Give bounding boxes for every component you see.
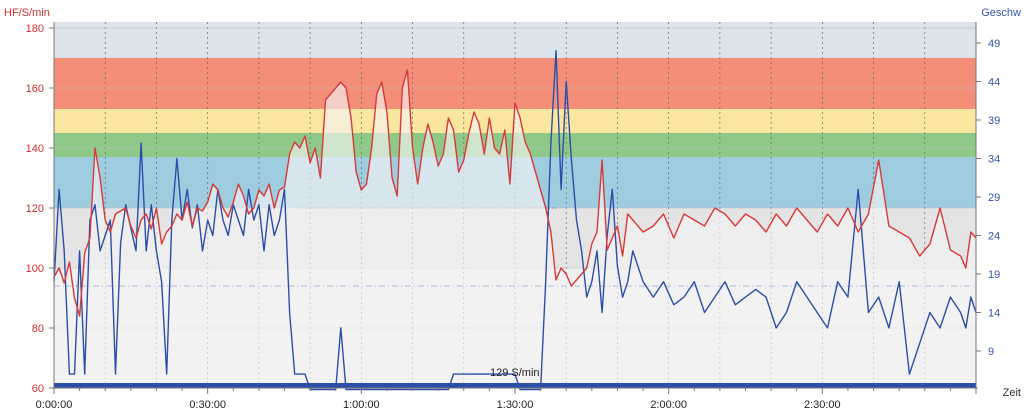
- right-tick-label: 29: [988, 192, 1000, 204]
- left-tick-label: 80: [32, 323, 44, 335]
- hr-line: [53, 69, 977, 317]
- right-tick-label: 49: [988, 38, 1000, 50]
- speed-baseline: [54, 383, 976, 388]
- x-tick-label: 0:30:00: [189, 399, 226, 411]
- left-tick-label: 120: [26, 203, 44, 215]
- right-axis-title: Geschw: [981, 7, 1021, 19]
- x-tick-label: 0:00:00: [36, 399, 73, 411]
- left-tick-label: 160: [26, 83, 44, 95]
- speed-line: [53, 50, 977, 391]
- x-axis-title: Zeit: [1003, 387, 1021, 399]
- right-tick-label: 39: [988, 115, 1000, 127]
- right-tick-label: 44: [988, 77, 1000, 89]
- tick-labels: 60 80 100 120 140 160 180 9 14 19 24 29 34 39 44 49 0:00…: [26, 23, 1001, 411]
- data-series: [53, 50, 977, 391]
- right-tick-label: 9: [988, 346, 994, 358]
- right-tick-label: 19: [988, 269, 1000, 281]
- left-tick-label: 100: [26, 263, 44, 275]
- left-tick-label: 60: [32, 383, 44, 395]
- right-tick-label: 34: [988, 154, 1000, 166]
- x-tick-label: 2:00:00: [650, 399, 687, 411]
- hr-area: [54, 70, 976, 388]
- left-tick-label: 140: [26, 143, 44, 155]
- left-tick-label: 180: [26, 23, 44, 35]
- x-tick-label: 1:00:00: [343, 399, 380, 411]
- cadence-annotation: 129 S/min: [490, 367, 540, 379]
- left-axis-title: HF/S/min: [4, 7, 50, 19]
- x-tick-label: 1:30:00: [497, 399, 534, 411]
- right-tick-label: 24: [988, 231, 1000, 243]
- right-tick-label: 14: [988, 308, 1000, 320]
- x-tick-label: 2:30:00: [804, 399, 841, 411]
